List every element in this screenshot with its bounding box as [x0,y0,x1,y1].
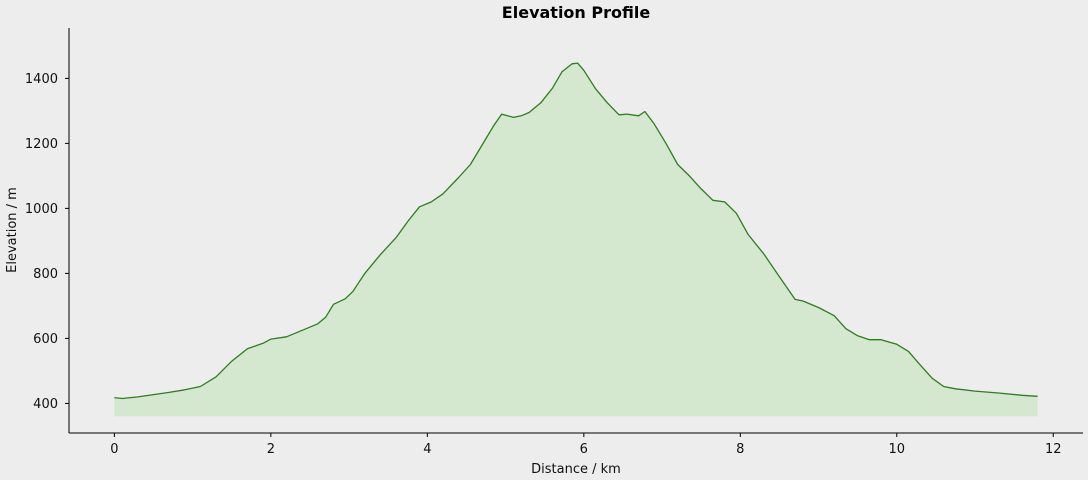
y-tick-label: 400 [33,397,58,412]
y-tick-label: 1000 [25,202,58,217]
y-tick-label: 600 [33,332,58,347]
x-tick-label: 0 [110,442,118,457]
x-tick-label: 4 [423,442,431,457]
x-axis-label: Distance / km [531,462,621,477]
axes: 0 2 4 6 8 10 12 400 600 800 1000 1200 1400 [25,28,1083,457]
x-tick-label: 6 [580,442,588,457]
elevation-line [114,62,1038,400]
x-tick-label: 10 [889,442,906,457]
y-axis-label: Elevation / m [5,187,20,273]
y-tick-label: 1200 [25,137,58,152]
x-tick-label: 12 [1045,442,1062,457]
y-tick-label: 1400 [25,72,58,87]
y-tick-label: 800 [33,267,58,282]
plot-area [114,62,1038,417]
x-tick-label: 2 [267,442,275,457]
x-tick-label: 8 [736,442,744,457]
chart-title: Elevation Profile [502,3,651,22]
elevation-area-fill [114,63,1038,417]
